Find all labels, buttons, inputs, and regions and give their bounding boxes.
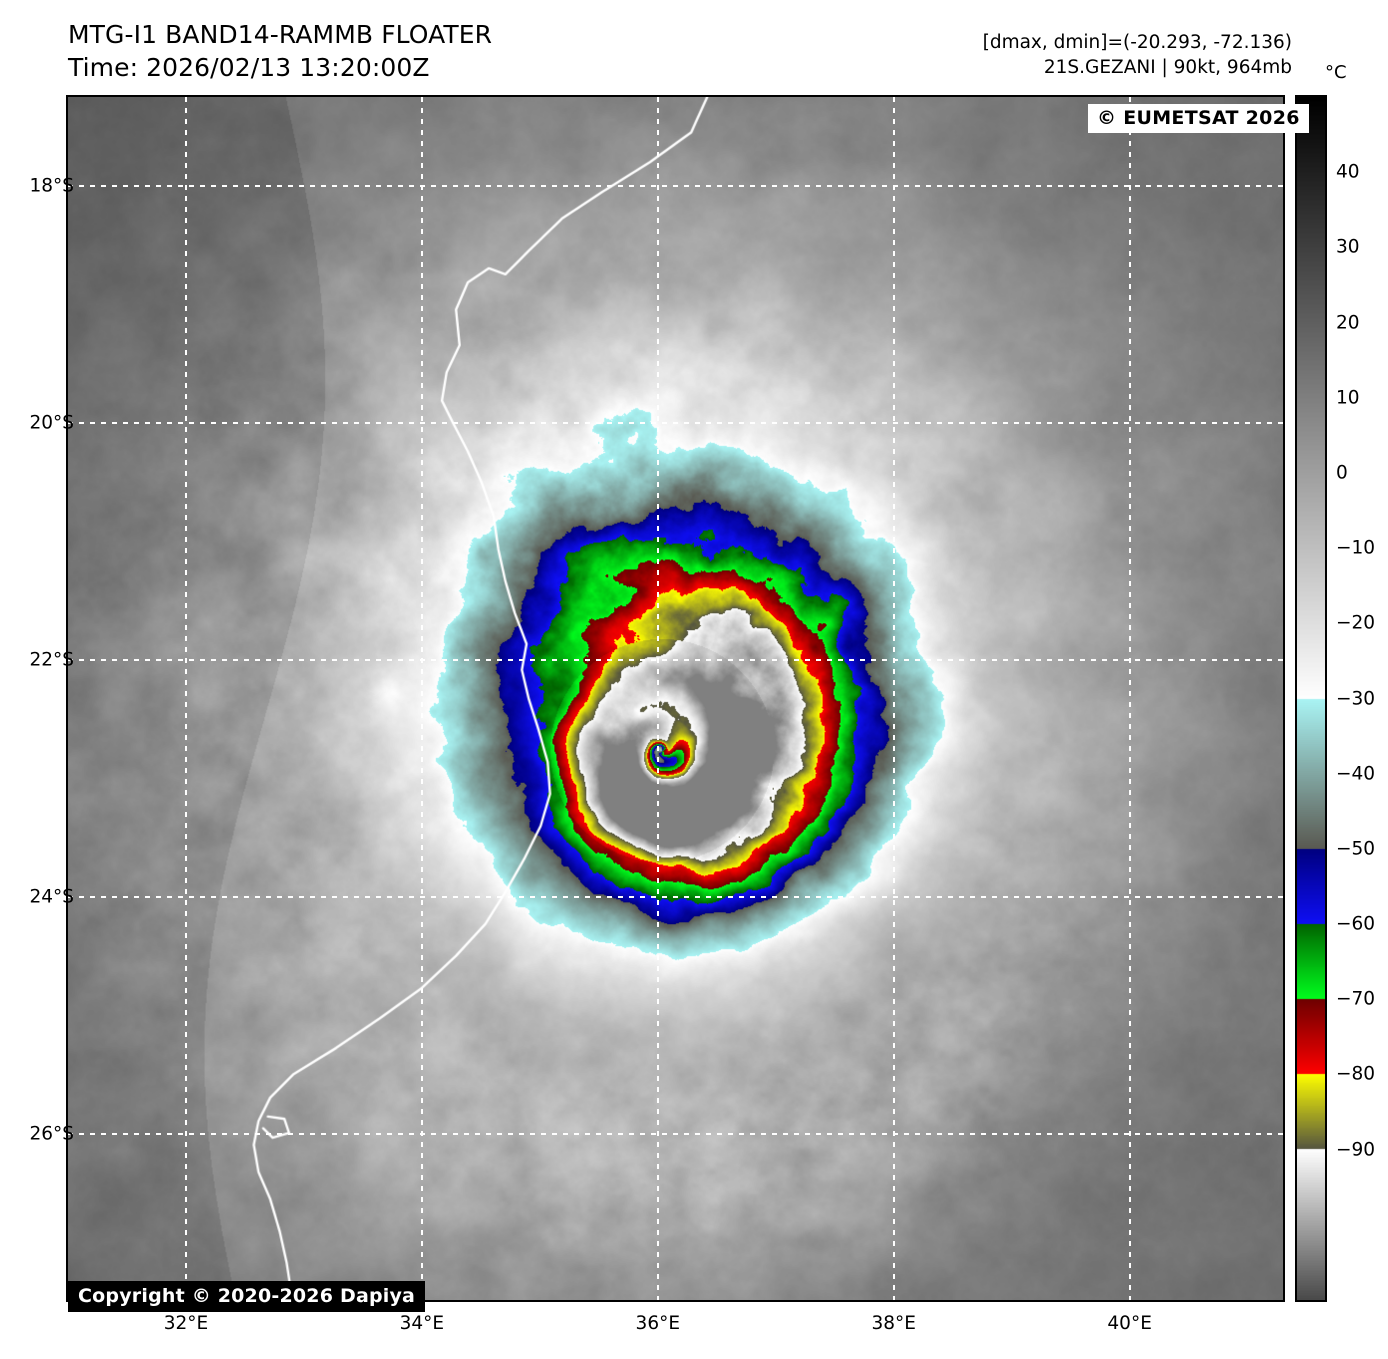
metadata-block: [dmax, dmin]=(-20.293, -72.136) 21S.GEZA…	[983, 30, 1292, 80]
satellite-image-plot[interactable]	[66, 95, 1285, 1302]
lat-tick-label: 20°S	[29, 412, 74, 434]
storm-identifier-readout: 21S.GEZANI | 90kt, 964mb	[1043, 57, 1292, 78]
colorbar-tick-label: −80	[1336, 1063, 1376, 1085]
colorbar-tick-label: −90	[1336, 1139, 1376, 1161]
lat-tick-label: 22°S	[29, 649, 74, 671]
title-timestamp: Time: 2026/02/13 13:20:00Z	[68, 53, 430, 82]
colorbar-tick-label: −20	[1336, 612, 1376, 634]
lat-tick-label: 18°S	[29, 175, 74, 197]
colorbar-tick-label: −50	[1336, 838, 1376, 860]
temperature-colorbar[interactable]	[1295, 95, 1327, 1302]
lon-tick-label: 34°E	[399, 1313, 445, 1334]
eumetsat-copyright-badge: © EUMETSAT 2026	[1088, 104, 1309, 133]
colorbar-tick-label: 30	[1336, 236, 1360, 258]
colorbar-tick-label: 40	[1336, 161, 1360, 183]
page-title: MTG-I1 BAND14-RAMMB FLOATER Time: 2026/0…	[68, 18, 768, 84]
colorbar-units-label: °C	[1325, 62, 1347, 83]
colorbar-tick-label: 20	[1336, 312, 1360, 334]
lat-tick-label: 26°S	[29, 1123, 74, 1145]
lon-tick-label: 38°E	[871, 1313, 916, 1334]
dmax-dmin-readout: [dmax, dmin]=(-20.293, -72.136)	[982, 32, 1292, 53]
satellite-ir-imagery[interactable]	[68, 97, 1283, 1300]
colorbar-tick-label: −40	[1336, 763, 1376, 785]
colorbar-tick-label: −10	[1336, 537, 1376, 559]
colorbar-tick-label: 0	[1336, 462, 1348, 484]
lat-tick-label: 24°S	[29, 886, 74, 908]
colorbar-gradient	[1297, 97, 1325, 1300]
colorbar-tick-label: 10	[1336, 387, 1360, 409]
colorbar-tick-label: −60	[1336, 913, 1376, 935]
colorbar-tick-label: −30	[1336, 688, 1376, 709]
colorbar-tick-label: −70	[1336, 988, 1376, 1010]
lon-tick-label: 40°E	[1107, 1313, 1152, 1334]
lon-tick-label: 32°E	[163, 1313, 209, 1334]
dapiya-copyright-badge: Copyright © 2020-2026 Dapiya	[68, 1281, 426, 1312]
lon-tick-label: 36°E	[635, 1313, 681, 1334]
title-product: MTG-I1 BAND14-RAMMB FLOATER	[68, 20, 493, 49]
